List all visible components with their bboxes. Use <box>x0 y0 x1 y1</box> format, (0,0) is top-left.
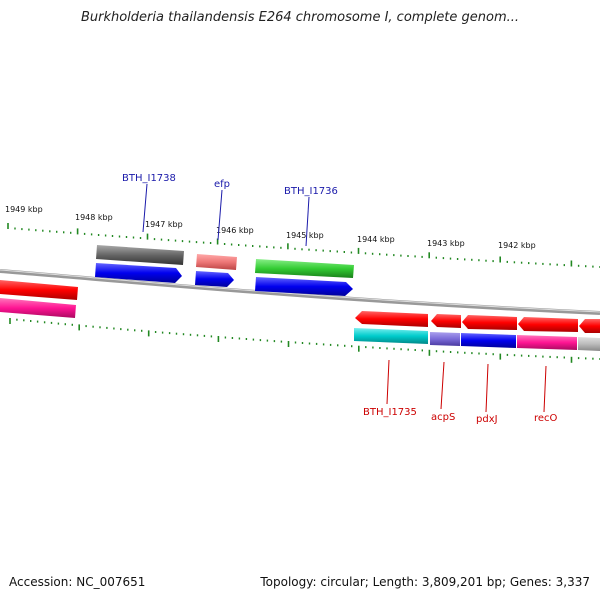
gene-bth-i1735-feature[interactable] <box>354 328 428 344</box>
label-acps[interactable]: acpS <box>431 412 455 423</box>
tick-label-1949: 1949 kbp <box>5 205 43 214</box>
top-leader-lines <box>142 183 310 247</box>
gene-bth-i1736-feature[interactable] <box>255 259 354 278</box>
label-bth-i1735[interactable]: BTH_I1735 <box>363 407 417 418</box>
outer-tick-arc <box>7 223 600 268</box>
gene-bth-i1738-arrow[interactable] <box>95 263 182 283</box>
gene-acps-feature[interactable] <box>430 332 460 346</box>
tick-label-1944: 1944 kbp <box>357 235 395 244</box>
gene-bth-i1735-arrow[interactable] <box>355 311 428 327</box>
gene-reco-arrow[interactable] <box>518 317 578 332</box>
gene-bth-i1738-feature[interactable] <box>96 245 184 265</box>
topology-summary: Topology: circular; Length: 3,809,201 bp… <box>260 575 590 589</box>
gene-reco-feature[interactable] <box>517 335 577 350</box>
tick-label-1942: 1942 kbp <box>498 241 536 250</box>
inner-tick-arc <box>9 318 600 363</box>
gene-efp-arrow[interactable] <box>195 271 234 287</box>
label-reco[interactable]: recO <box>534 413 558 424</box>
tick-label-1945: 1945 kbp <box>286 231 324 240</box>
map-title: Burkholderia thailandensis E264 chromoso… <box>80 10 520 25</box>
label-pdxj[interactable]: pdxJ <box>476 414 498 425</box>
label-bth-i1736[interactable]: BTH_I1736 <box>284 186 338 197</box>
bottom-leader-lines <box>386 359 547 413</box>
gene-bth-i1736-arrow[interactable] <box>255 277 353 296</box>
label-efp[interactable]: efp <box>214 179 230 190</box>
tick-label-1948: 1948 kbp <box>75 213 113 222</box>
gene-acps-arrow[interactable] <box>431 314 461 328</box>
gene-pdxj-arrow[interactable] <box>462 315 517 330</box>
gene-efp-feature[interactable] <box>196 254 237 270</box>
gene-left-red-arrow[interactable] <box>0 280 78 300</box>
gene-right-gray-feature[interactable] <box>578 337 600 351</box>
label-bth-i1738[interactable]: BTH_I1738 <box>122 173 176 184</box>
tick-label-1943: 1943 kbp <box>427 239 465 248</box>
tick-label-1947: 1947 kbp <box>145 220 183 229</box>
gene-left-pink-feature[interactable] <box>0 298 76 318</box>
gene-pdxj-feature[interactable] <box>461 333 516 348</box>
gene-right-red-arrow[interactable] <box>579 319 600 333</box>
accession-text: Accession: NC_007651 <box>9 575 146 589</box>
tick-label-1946: 1946 kbp <box>216 226 254 235</box>
chromosome-backbone <box>0 269 600 315</box>
